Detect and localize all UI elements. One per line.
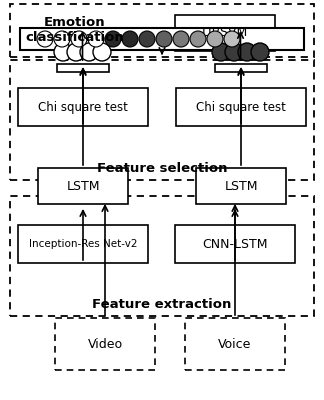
Text: Chi square test: Chi square test [38,100,128,114]
Bar [10,4,314,57]
Bar [10,196,314,316]
Text: Inception-Res Net-v2: Inception-Res Net-v2 [29,239,137,249]
Circle shape [139,31,155,47]
Circle shape [225,43,243,61]
Circle shape [190,31,206,47]
Bar [57,64,109,72]
Bar [18,88,148,126]
Circle shape [37,31,53,47]
Bar [55,318,155,370]
Circle shape [156,31,172,47]
Text: Video: Video [87,338,122,350]
Text: LIBSVM: LIBSVM [202,26,248,40]
Circle shape [54,43,72,61]
Bar [176,88,306,126]
Circle shape [212,43,230,61]
Bar [10,60,314,180]
Circle shape [224,31,240,47]
Circle shape [251,43,269,61]
Bar [196,168,286,204]
Text: Voice: Voice [218,338,252,350]
Circle shape [122,31,138,47]
Text: Chi square test: Chi square test [196,100,286,114]
Circle shape [173,31,189,47]
Circle shape [88,31,104,47]
Circle shape [93,43,111,61]
Bar [185,318,285,370]
Circle shape [54,31,70,47]
Text: LSTM: LSTM [224,180,258,192]
Circle shape [207,31,223,47]
Bar [175,225,295,263]
Circle shape [80,43,98,61]
Bar [38,168,128,204]
Text: Feature selection: Feature selection [97,162,227,174]
Text: CNN-LSTM: CNN-LSTM [202,238,268,250]
Circle shape [71,31,87,47]
Bar [175,15,275,51]
Bar [18,225,148,263]
Bar [215,64,267,72]
Circle shape [105,31,121,47]
Circle shape [238,43,256,61]
Bar [20,28,304,50]
Text: Emotion
classification: Emotion classification [26,16,124,44]
Text: Feature extraction: Feature extraction [92,298,232,312]
Text: LSTM: LSTM [66,180,100,192]
Circle shape [67,43,85,61]
